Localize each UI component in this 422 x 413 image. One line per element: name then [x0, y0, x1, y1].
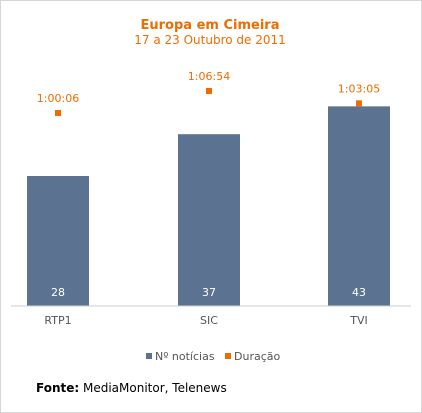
legend-label-duracao: Duração [234, 350, 280, 363]
bar-label-sic: 37 [202, 286, 216, 299]
bar-rtp1 [27, 176, 89, 306]
chart-subtitle: 17 a 23 Outubro de 2011 [134, 33, 286, 47]
x-tick-label-rtp1: RTP1 [44, 314, 71, 327]
legend-label-noticias: Nº notícias [155, 350, 215, 363]
bar-label-tvi: 43 [352, 286, 366, 299]
legend: Nº notícias Duração [146, 350, 280, 363]
duration-label-rtp1: 1:00:06 [37, 92, 79, 105]
duration-marker-tvi [356, 100, 362, 107]
x-tick-label-sic: SIC [200, 314, 218, 327]
duration-label-sic: 1:06:54 [188, 70, 230, 83]
bar-sic [178, 134, 240, 306]
legend-swatch-noticias [146, 353, 152, 359]
legend-swatch-duracao [225, 353, 231, 359]
source-label: Fonte: [36, 381, 80, 395]
source-note: Fonte: MediaMonitor, Telenews [36, 381, 227, 395]
bar-tvi [328, 106, 390, 306]
plot-area: 28 1:00:06 RTP1 37 1:06:54 SIC 43 1:03:05 TVI [27, 70, 390, 327]
x-tick-label-tvi: TVI [349, 314, 368, 327]
bar-label-rtp1: 28 [51, 286, 65, 299]
duration-marker-rtp1 [55, 110, 61, 116]
duration-label-tvi: 1:03:05 [338, 82, 380, 95]
source-text: MediaMonitor, Telenews [79, 381, 227, 395]
duration-marker-sic [206, 88, 212, 94]
chart-svg: Europa em Cimeira 17 a 23 Outubro de 201… [11, 18, 411, 363]
chart-title: Europa em Cimeira [141, 18, 280, 33]
